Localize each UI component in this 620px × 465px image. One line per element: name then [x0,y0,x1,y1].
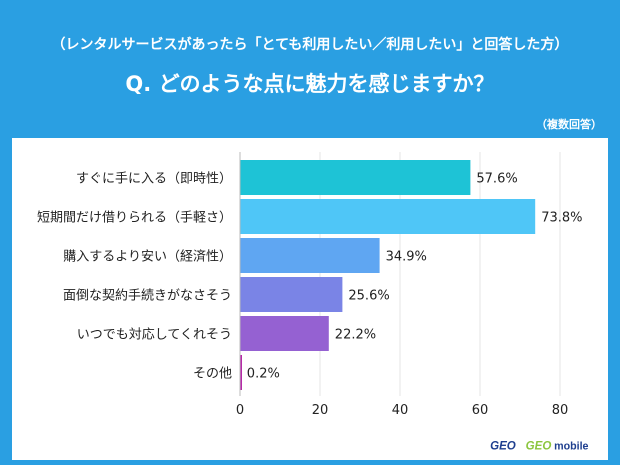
category-label-1: 短期間だけ借りられる（手軽さ） [37,211,232,226]
bar-2 [240,238,380,273]
geo-logo: GEO [490,440,516,452]
bar-3 [240,277,343,312]
category-label-3: 面倒な契約手続きがなさそう [63,289,232,304]
category-label-0: すぐに手に入る（即時性） [76,172,232,187]
question-title: Q. どのような点に魅力を感じますか？ [125,72,495,96]
bar-chart: すぐに手に入る（即時性） 57.6% 短期間だけ借りられる（手軽さ） 73.8% 購入す… [37,152,583,418]
bar-4 [240,316,329,351]
value-label-2: 34.9% [386,250,427,265]
survey-subtitle: （レンタルサービスがあったら「とても利用したい／利用したい」と回答した方） [51,37,569,53]
category-label-2: 購入するより安い（経済性） [63,249,232,265]
chart-card: すぐに手に入る（即時性） 57.6% 短期間だけ借りられる（手軽さ） 73.8% 購入す… [12,138,608,460]
geo-logo-text: GEO [490,440,516,452]
category-label-4: いつでも対応してくれそう [77,328,232,343]
bar-0 [240,160,471,195]
x-tick-label-80: 80 [552,403,569,418]
bar-5 [240,355,242,390]
value-label-0: 57.6% [476,172,517,187]
x-tick-label-40: 40 [392,403,409,418]
value-label-4: 22.2% [335,328,376,343]
x-tick-label-60: 60 [472,403,489,418]
category-label-5: その他 [193,367,232,382]
multiple-answer-note: （複数回答） [536,118,602,131]
bar-1 [240,199,536,234]
value-label-3: 25.6% [348,289,389,304]
value-label-1: 73.8% [541,211,582,226]
brand-logos: GEO GEO mobile [490,440,589,452]
geo-mobile-logo-text: mobile [554,440,588,452]
geo-mobile-logo: GEO mobile [526,440,589,452]
value-label-5: 0.2% [247,367,280,382]
x-tick-label-20: 20 [312,403,329,418]
x-tick-label-0: 0 [236,403,244,418]
geo-mobile-logo-geo-text: GEO [526,440,552,452]
